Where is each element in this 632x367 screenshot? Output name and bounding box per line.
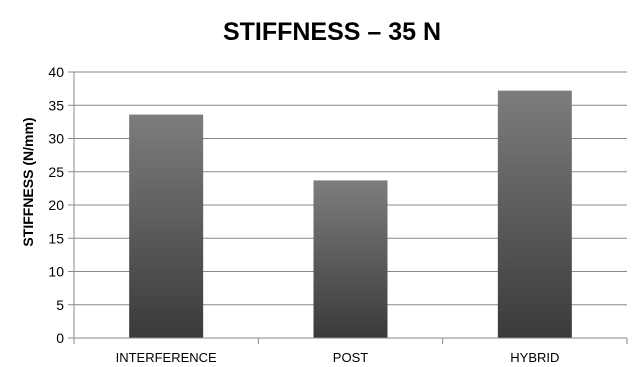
y-tick-label: 10 <box>48 264 64 280</box>
y-tick-label: 25 <box>48 164 64 180</box>
y-axis-label: STIFFNESS (N/mm) <box>20 117 36 246</box>
y-tick-label: 0 <box>56 330 64 346</box>
y-tick-label: 20 <box>48 197 64 213</box>
axes <box>68 71 628 344</box>
x-tick-label: HYBRID <box>510 350 559 365</box>
y-tick-label: 15 <box>48 230 64 246</box>
bar-hybrid <box>497 90 572 339</box>
bars <box>129 90 572 339</box>
y-tick-label: 35 <box>48 97 64 113</box>
x-tick-label: POST <box>333 350 368 365</box>
x-tick-label: INTERFERENCE <box>116 350 217 365</box>
y-tick-label: 40 <box>48 64 64 80</box>
bar-post <box>313 180 388 338</box>
y-tick-label: 30 <box>48 131 64 147</box>
chart-title: STIFFNESS – 35 N <box>223 18 441 46</box>
y-tick-label: 5 <box>56 297 64 313</box>
bar-interference <box>129 114 204 338</box>
labels: 0 5 10 15 20 25 30 35 40 INTERFERENCE POST HYBRID <box>48 64 559 365</box>
